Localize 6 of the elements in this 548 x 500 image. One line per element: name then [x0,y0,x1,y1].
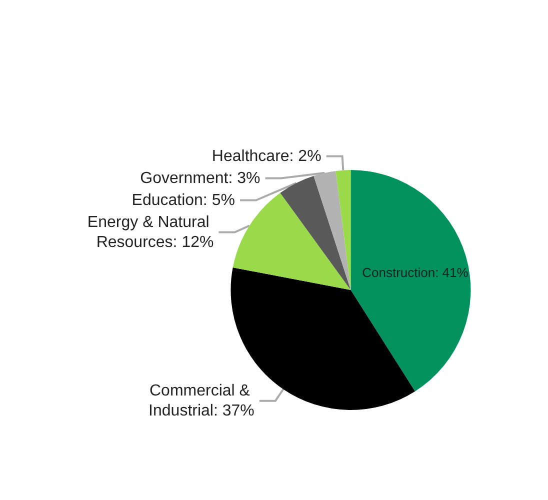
slice-label: Energy & Natural Resources: 12% [87,214,214,251]
slice-label: Construction: 41% [362,264,469,280]
slice-label: Commercial & Industrial: 37% [148,382,254,420]
slice-label: Healthcare: 2% [212,148,322,165]
slice-label: Education: 5% [132,192,235,209]
slice-label: Government: 3% [140,170,260,187]
